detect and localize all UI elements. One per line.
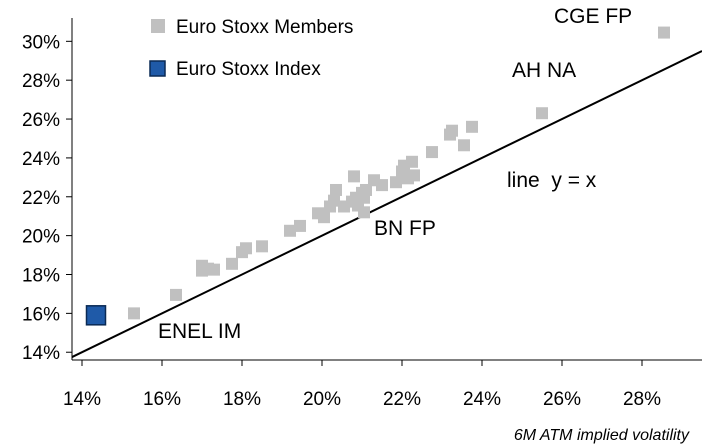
member-point xyxy=(426,146,438,159)
y-tick-label: 26% xyxy=(22,110,60,131)
legend-label-members: Euro Stoxx Members xyxy=(176,17,353,38)
member-point xyxy=(390,176,402,189)
reference-line-y-equals-x xyxy=(71,50,702,358)
annotation-bn-fp: BN FP xyxy=(374,217,436,240)
x-tick-label: 18% xyxy=(223,389,261,410)
member-point xyxy=(256,240,268,253)
annotation-ah-na: AH NA xyxy=(512,59,576,82)
x-tick-label: 26% xyxy=(543,389,581,410)
x-tick-label: 28% xyxy=(623,389,661,410)
x-tick-label: 20% xyxy=(303,389,341,410)
member-point xyxy=(376,179,388,192)
member-point xyxy=(284,224,296,237)
annotation-enel-im: ENEL IM xyxy=(158,320,241,343)
member-point xyxy=(226,257,238,270)
y-tick-label: 14% xyxy=(22,343,60,364)
member-point xyxy=(208,263,220,276)
y-tick-label: 18% xyxy=(22,266,60,287)
member-point xyxy=(330,183,342,196)
member-point xyxy=(128,307,140,320)
point-annotations: CGE FP AH NA BN FP ENEL IM line y = x xyxy=(158,5,632,343)
member-point xyxy=(170,288,182,301)
reference-line-label: line y = x xyxy=(507,169,597,192)
member-point xyxy=(360,183,372,196)
member-point xyxy=(348,170,360,183)
y-axis-ticks: 14% 16% 18% 20% 22% 24% 26% 28% 30% xyxy=(22,32,72,364)
member-point xyxy=(466,120,478,133)
x-tick-label: 16% xyxy=(143,389,181,410)
annotation-cge-fp: CGE FP xyxy=(554,5,632,28)
x-axis-label: 6M ATM implied volatility xyxy=(514,427,690,444)
index-point xyxy=(85,305,107,326)
data-points xyxy=(85,26,670,326)
y-tick-label: 24% xyxy=(22,149,60,170)
member-point xyxy=(328,194,340,207)
legend: Euro Stoxx Members Euro Stoxx Index xyxy=(149,17,353,80)
member-point xyxy=(240,242,252,255)
legend-marker-members xyxy=(151,19,165,33)
member-point xyxy=(406,155,418,168)
legend-label-index: Euro Stoxx Index xyxy=(176,59,321,80)
x-tick-label: 24% xyxy=(463,389,501,410)
y-tick-label: 16% xyxy=(22,304,60,325)
y-tick-label: 22% xyxy=(22,188,60,209)
member-point xyxy=(658,26,670,39)
y-tick-label: 20% xyxy=(22,227,60,248)
member-point xyxy=(294,219,306,232)
member-point xyxy=(458,139,470,152)
x-tick-label: 14% xyxy=(63,389,101,410)
member-point xyxy=(408,169,420,182)
legend-marker-index xyxy=(149,60,166,77)
member-point xyxy=(318,211,330,224)
x-axis-ticks: 14% 16% 18% 20% 22% 24% 26% 28% xyxy=(63,360,661,410)
member-point xyxy=(536,107,548,120)
x-tick-label: 22% xyxy=(383,389,421,410)
member-point xyxy=(358,206,370,219)
y-tick-label: 28% xyxy=(22,71,60,92)
member-point xyxy=(446,124,458,137)
y-tick-label: 30% xyxy=(22,32,60,53)
